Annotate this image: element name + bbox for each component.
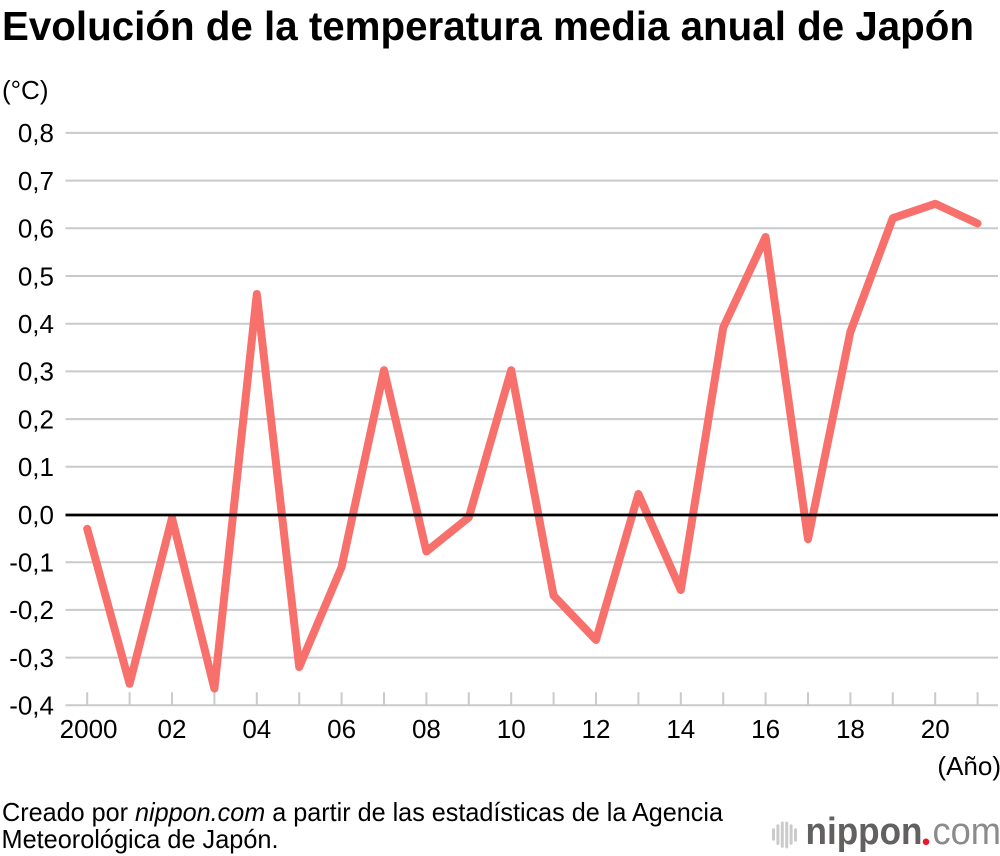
svg-text:-0,2: -0,2 bbox=[9, 595, 54, 625]
svg-text:2000: 2000 bbox=[60, 714, 118, 744]
svg-text:20: 20 bbox=[921, 714, 950, 744]
svg-text:0,4: 0,4 bbox=[18, 309, 54, 339]
svg-text:com: com bbox=[933, 811, 1000, 853]
svg-text:02: 02 bbox=[158, 714, 187, 744]
svg-text:06: 06 bbox=[327, 714, 356, 744]
svg-text:12: 12 bbox=[582, 714, 611, 744]
svg-text:0,8: 0,8 bbox=[18, 118, 54, 148]
svg-text:18: 18 bbox=[836, 714, 865, 744]
svg-text:-0,1: -0,1 bbox=[9, 548, 54, 578]
svg-text:14: 14 bbox=[666, 714, 695, 744]
svg-text:0,1: 0,1 bbox=[18, 452, 54, 482]
svg-text:16: 16 bbox=[751, 714, 780, 744]
svg-text:0,3: 0,3 bbox=[18, 357, 54, 387]
svg-text:Evolución de la temperatura me: Evolución de la temperatura media anual … bbox=[2, 3, 974, 49]
svg-text:0,2: 0,2 bbox=[18, 404, 54, 434]
svg-text:0,7: 0,7 bbox=[18, 166, 54, 196]
svg-text:nippon: nippon bbox=[806, 811, 923, 853]
svg-text:0,6: 0,6 bbox=[18, 214, 54, 244]
svg-text:Creado por nippon.com a partir: Creado por nippon.com a partir de las es… bbox=[2, 797, 724, 827]
svg-text:04: 04 bbox=[242, 714, 271, 744]
svg-text:(Año): (Año) bbox=[937, 751, 1000, 781]
svg-text:(°C): (°C) bbox=[2, 75, 49, 105]
svg-text:08: 08 bbox=[412, 714, 441, 744]
svg-text:10: 10 bbox=[497, 714, 526, 744]
svg-text:-0,4: -0,4 bbox=[9, 691, 54, 721]
svg-text:0,0: 0,0 bbox=[18, 500, 54, 530]
svg-text:Meteorológica de Japón.: Meteorológica de Japón. bbox=[2, 824, 279, 854]
svg-text:0,5: 0,5 bbox=[18, 261, 54, 291]
svg-text:-0,3: -0,3 bbox=[9, 643, 54, 673]
